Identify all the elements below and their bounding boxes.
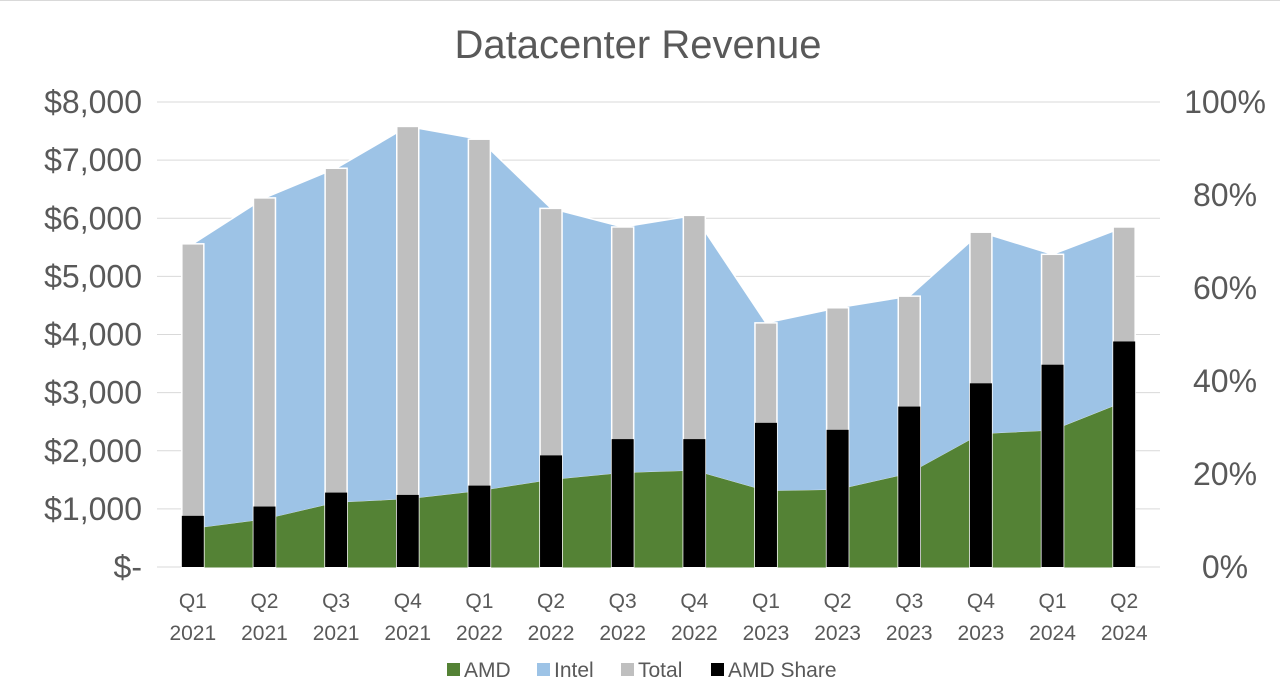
x-tick-quarter: Q1: [752, 590, 780, 613]
x-tick-year: 2024: [1029, 622, 1076, 645]
x-tick-quarter: Q3: [609, 590, 637, 613]
x-tick-quarter: Q2: [1110, 590, 1138, 613]
amd-share-bar: [898, 406, 921, 567]
amd-share-bar: [754, 422, 777, 567]
legend: AMD Intel Total AMD Share: [447, 659, 837, 682]
amd-share-bar: [969, 383, 992, 567]
legend-swatch: [711, 663, 724, 676]
legend-label: Total: [638, 659, 682, 682]
x-axis-ticks: Q1 2021 Q2 2021 Q3 2021 Q4 2021 Q1 2022 Q2 2022 Q3 20…: [169, 590, 1147, 645]
left-tick-label: $6,000: [44, 200, 142, 236]
x-tick-year: 2023: [814, 622, 861, 645]
amd-share-bar: [253, 506, 276, 567]
amd-share-bar: [826, 429, 849, 567]
x-tick-quarter: Q2: [537, 590, 565, 613]
x-tick-year: 2024: [1101, 622, 1148, 645]
x-tick-quarter: Q3: [322, 590, 350, 613]
right-tick-label: 80%: [1193, 177, 1257, 213]
x-tick-year: 2023: [886, 622, 933, 645]
x-tick-quarter: Q2: [824, 590, 852, 613]
x-tick-quarter: Q2: [250, 590, 278, 613]
legend-swatch: [621, 663, 634, 676]
left-tick-label: $3,000: [44, 375, 142, 411]
right-tick-label: 0%: [1202, 549, 1248, 585]
legend-swatch: [447, 663, 460, 676]
x-tick-quarter: Q3: [895, 590, 923, 613]
left-tick-label: $1,000: [44, 491, 142, 527]
amd-share-bar: [611, 439, 634, 567]
x-tick-quarter: Q1: [465, 590, 493, 613]
x-tick-year: 2021: [313, 622, 360, 645]
x-tick-quarter: Q1: [1039, 590, 1067, 613]
left-tick-label: $-: [114, 549, 142, 585]
amd-share-bar: [396, 494, 419, 567]
x-tick-year: 2022: [671, 622, 718, 645]
x-tick-year: 2021: [169, 622, 216, 645]
chart-title: Datacenter Revenue: [455, 23, 822, 67]
legend-swatch: [537, 663, 550, 676]
x-tick-year: 2021: [241, 622, 288, 645]
x-tick-quarter: Q4: [967, 590, 995, 613]
x-tick-year: 2021: [384, 622, 431, 645]
left-tick-label: $7,000: [44, 142, 142, 178]
x-tick-year: 2023: [743, 622, 790, 645]
right-tick-label: 40%: [1193, 363, 1257, 399]
amd-share-bar: [683, 439, 706, 567]
right-axis-ticks: 0% 20% 40% 60% 80% 100%: [1184, 84, 1266, 585]
amd-share-bar: [1113, 341, 1136, 567]
x-tick-quarter: Q4: [394, 590, 422, 613]
left-tick-label: $4,000: [44, 317, 142, 353]
x-tick-year: 2022: [528, 622, 575, 645]
right-tick-label: 20%: [1193, 456, 1257, 492]
left-tick-label: $8,000: [44, 84, 142, 120]
legend-label: Intel: [554, 659, 594, 682]
legend-label: AMD Share: [728, 659, 837, 682]
bar-series: [181, 125, 1136, 568]
right-tick-label: 100%: [1184, 84, 1266, 120]
amd-share-bar: [468, 485, 491, 567]
x-tick-quarter: Q4: [680, 590, 708, 613]
x-tick-year: 2022: [456, 622, 503, 645]
amd-share-bar: [540, 455, 563, 567]
left-tick-label: $5,000: [44, 258, 142, 294]
legend-label: AMD: [464, 659, 511, 682]
amd-share-bar: [1041, 364, 1064, 567]
x-tick-year: 2023: [958, 622, 1005, 645]
left-tick-label: $2,000: [44, 433, 142, 469]
left-axis-ticks: $- $1,000 $2,000 $3,000 $4,000 $5,000 $6,000 $7…: [44, 84, 142, 585]
amd-share-bar: [181, 515, 204, 567]
right-tick-label: 60%: [1193, 270, 1257, 306]
amd-share-bar: [325, 492, 348, 567]
x-tick-year: 2022: [599, 622, 646, 645]
x-tick-quarter: Q1: [179, 590, 207, 613]
